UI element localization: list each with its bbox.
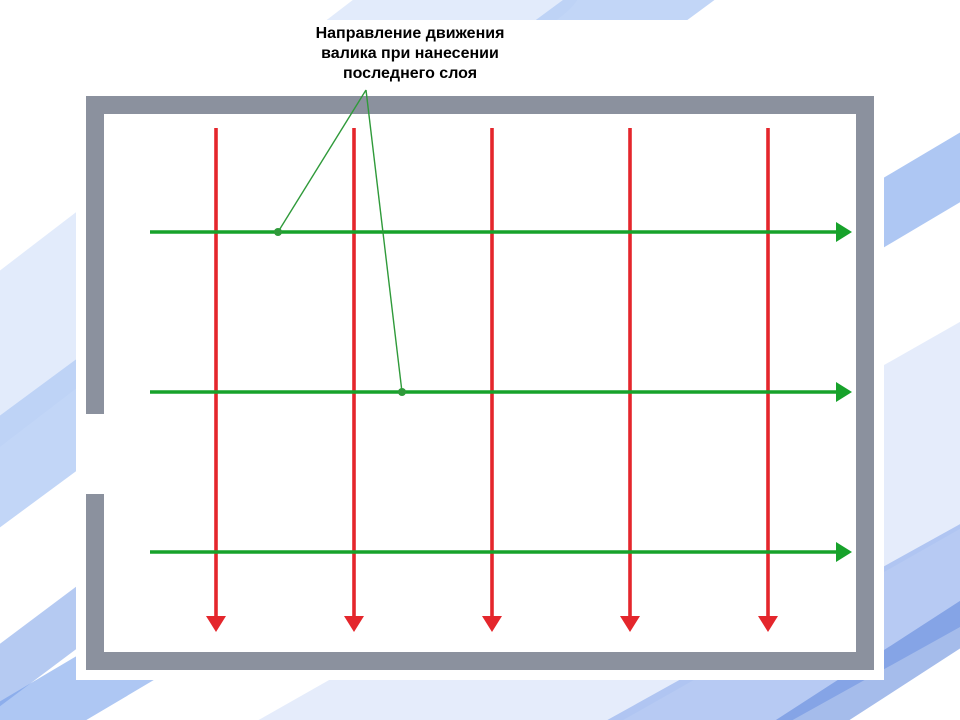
diagram-arrows	[0, 0, 960, 720]
stage: Направление движения валика при нанесени…	[0, 0, 960, 720]
